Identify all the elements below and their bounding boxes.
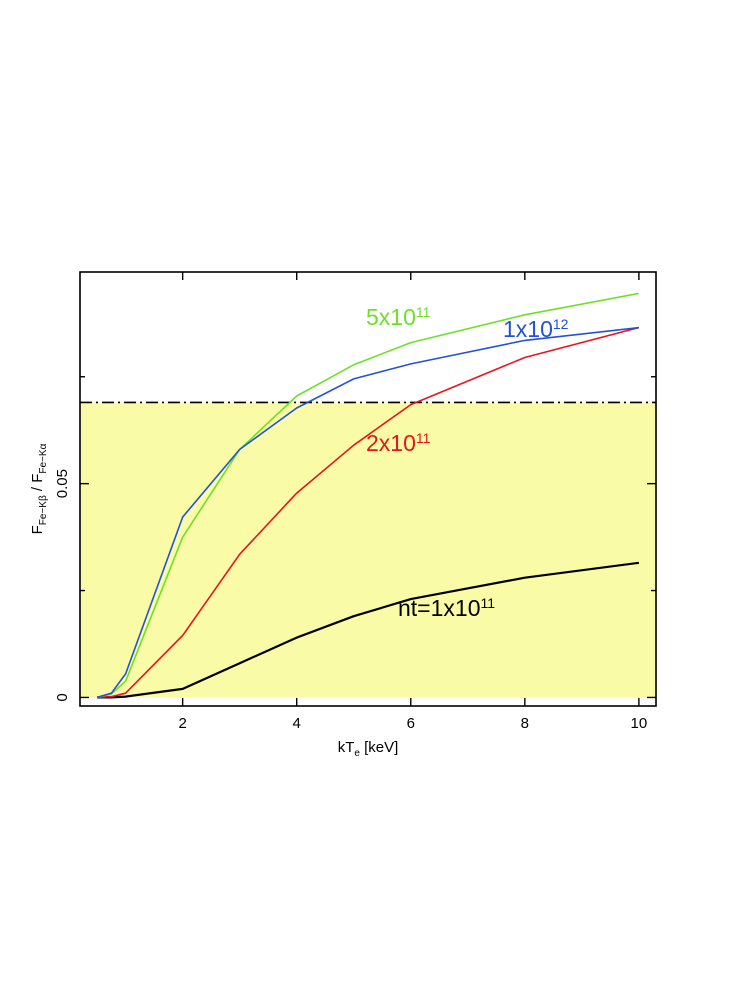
x-tick-label-4: 10	[631, 715, 648, 732]
shaded-region	[80, 402, 656, 698]
x-tick-label-1: 4	[293, 715, 301, 732]
x-tick-label-3: 8	[521, 715, 529, 732]
series-line-3	[96, 326, 639, 699]
series-line-1	[97, 326, 640, 699]
y-tick-label-0: 0	[54, 693, 71, 701]
x-axis-label: kTe [keV]	[338, 739, 399, 759]
series-label-nt1e11: nt=1x1011	[398, 595, 495, 621]
series-label-5e11: 5x1011	[366, 304, 431, 330]
series-label-1e12: 1x1012	[503, 316, 569, 342]
x-tick-label-0: 2	[178, 715, 186, 732]
series-label-2e11: 2x1011	[366, 430, 431, 456]
series-label-nt1e11-text: nt=1x10	[398, 595, 481, 621]
series-label-5e11-exponent: 11	[416, 304, 431, 320]
series-label-nt1e11-exponent: 11	[481, 595, 496, 611]
ticks-layer: 2 4 6 8 10 0 0.05	[54, 272, 656, 732]
series-line-2	[96, 292, 640, 699]
plot-frame	[79, 271, 657, 707]
series-line-0	[97, 561, 640, 699]
series-label-1e12-text: 1x10	[503, 316, 553, 342]
series-label-2e11-exponent: 11	[416, 430, 431, 446]
series-layer	[96, 292, 640, 699]
y-tick-label-1: 0.05	[54, 469, 71, 498]
series-label-1e12-exponent: 12	[553, 316, 569, 332]
series-label-2e11-text: 2x10	[366, 430, 416, 456]
x-tick-label-2: 6	[407, 715, 415, 732]
y-axis-label: FFe−Kβ / FFe−Kα	[29, 443, 49, 534]
series-label-5e11-text: 5x10	[366, 304, 416, 330]
